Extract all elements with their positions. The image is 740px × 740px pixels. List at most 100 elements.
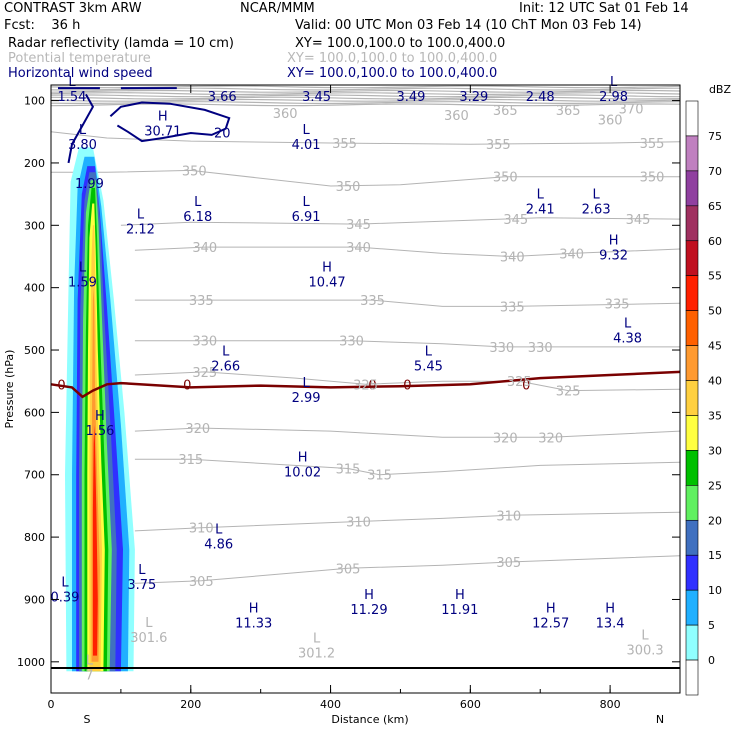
wind-extremum: L2.98: [599, 75, 628, 105]
colorbar-swatch: [685, 450, 699, 486]
x-tick-label: 600: [460, 698, 481, 711]
theta-contour-305: [120, 555, 681, 585]
wind-extremum: L2.99: [292, 376, 321, 406]
colorbar-swatch: [685, 205, 699, 242]
theta-contour-325: [134, 371, 681, 392]
theta-label: 325: [192, 366, 217, 381]
wind-extremum-value: 12.57: [532, 617, 569, 632]
theta-extremum-value: 301.6: [130, 631, 167, 646]
theta-label: 340: [346, 241, 371, 256]
x-tick-label: 800: [600, 698, 621, 711]
wind-extremum-value: 13.4: [596, 617, 625, 632]
freezing-level-label-3: 0: [403, 379, 411, 394]
wind-extremum-value: 2.41: [526, 202, 555, 217]
y-tick-label: 900: [24, 593, 45, 606]
colorbar-swatch: [685, 624, 699, 661]
theta-contour-320: [134, 427, 681, 438]
wind-extremum-kind: L: [68, 75, 76, 90]
colorbar-swatch: [685, 135, 699, 172]
colorbar-swatch: [685, 345, 699, 381]
wind-extremum-kind: H: [546, 602, 556, 617]
theta-label: 310: [189, 522, 214, 537]
wind-contour-1: [109, 101, 231, 143]
wind-extremum-kind: H: [298, 451, 308, 466]
wind-extremum-value: 1.59: [68, 275, 97, 290]
wind-extremum: H1.56: [85, 409, 114, 439]
colorbar-level-label: 15: [708, 549, 722, 562]
theta-label: 320: [493, 431, 518, 446]
theta-contour-350: [51, 169, 680, 187]
colorbar-swatch: [685, 100, 699, 137]
wind-extremum-kind: L: [593, 187, 601, 202]
wind-extremum-kind: H: [609, 234, 619, 249]
wind-extremum-value: 5.45: [414, 360, 443, 375]
theta-extremum-value: 301.2: [298, 646, 335, 661]
theta-extremum: L7: [85, 653, 94, 683]
wind-extremum: 3.49: [396, 90, 425, 105]
wind-extremum-value: 2.99: [292, 391, 321, 406]
wind-extremum-kind: L: [138, 563, 146, 578]
theta-contour-310: [134, 511, 681, 532]
colorbar-level-label: 5: [708, 619, 715, 632]
wind-extremum-value: 10.02: [284, 466, 321, 481]
theta-label: 340: [500, 250, 525, 265]
colorbar-swatch: [685, 310, 699, 346]
colorbar-swatch: [685, 659, 699, 696]
wind-extremum-value: 30.71: [144, 125, 181, 140]
colorbar-swatch: [685, 485, 699, 521]
colorbar-level-label: 55: [708, 270, 722, 283]
colorbar-level-label: 0: [708, 654, 715, 667]
theta-label: 305: [496, 556, 521, 571]
wind-extremum-kind: H: [455, 588, 465, 603]
wind-extremum-kind: H: [95, 409, 105, 424]
theta-upper-line: [50, 96, 681, 100]
theta-extremum-kind: L: [641, 628, 649, 643]
wind-extremum-value: 20: [214, 126, 231, 141]
wind-extremum: 3.45: [302, 90, 331, 105]
y-tick-label: 300: [24, 219, 45, 232]
wind-extremum-kind: L: [302, 376, 310, 391]
wind-extremum-value: 6.18: [183, 210, 212, 225]
y-tick-label: 600: [24, 406, 45, 419]
wind-extremum-kind: L: [194, 195, 202, 210]
wind-extremum: L6.91: [292, 195, 321, 225]
theta-label: 315: [178, 453, 203, 468]
wind-extremum: H10.47: [308, 260, 345, 290]
reflectivity-band-9: [92, 424, 98, 656]
theta-contour-315: [134, 458, 681, 476]
colorbar-level-label: 75: [708, 130, 722, 143]
theta-upper-line: [50, 89, 681, 93]
wind-extremum-value: 11.29: [350, 603, 387, 618]
wind-extremum-kind: H: [158, 110, 168, 125]
field2-name: Potential temperature: [8, 51, 151, 66]
wind-extremum-value: 9.32: [599, 249, 628, 264]
theta-label: 365: [493, 104, 518, 119]
theta-label: 355: [332, 137, 357, 152]
header-fcst: Fcst: 36 h: [4, 18, 81, 33]
theta-contour-340: [134, 246, 681, 258]
colorbar-level-label: 60: [708, 235, 722, 248]
wind-extremum: L1.54: [57, 75, 86, 105]
wind-extremum: 2.48: [526, 90, 555, 105]
wind-extremum-kind: L: [624, 317, 632, 332]
field2-xy: XY= 100.0,100.0 to 100.0,400.0: [287, 51, 498, 66]
colorbar-level-label: 50: [708, 305, 722, 318]
plot-frame: [50, 84, 681, 694]
wind-extremum-value: 2.98: [599, 90, 628, 105]
wind-extremum-kind: L: [302, 123, 310, 138]
colorbar-level-label: 30: [708, 444, 722, 457]
wind-extremum-value: 3.66: [208, 90, 237, 105]
theta-contour-355: [50, 131, 681, 145]
wind-extremum-kind: L: [79, 123, 87, 138]
theta-label: 330: [489, 341, 514, 356]
wind-extremum: L0.39: [51, 575, 80, 605]
freezing-level-label-2: 0: [368, 379, 376, 394]
colorbar-swatch: [685, 170, 699, 207]
x-tick-label: 0: [48, 698, 55, 711]
theta-label: 370: [619, 103, 644, 118]
wind-extremum: L4.86: [204, 522, 233, 552]
